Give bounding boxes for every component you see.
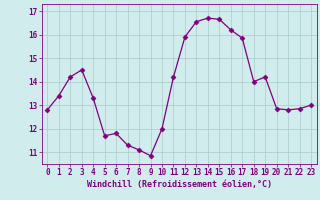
X-axis label: Windchill (Refroidissement éolien,°C): Windchill (Refroidissement éolien,°C) (87, 180, 272, 189)
